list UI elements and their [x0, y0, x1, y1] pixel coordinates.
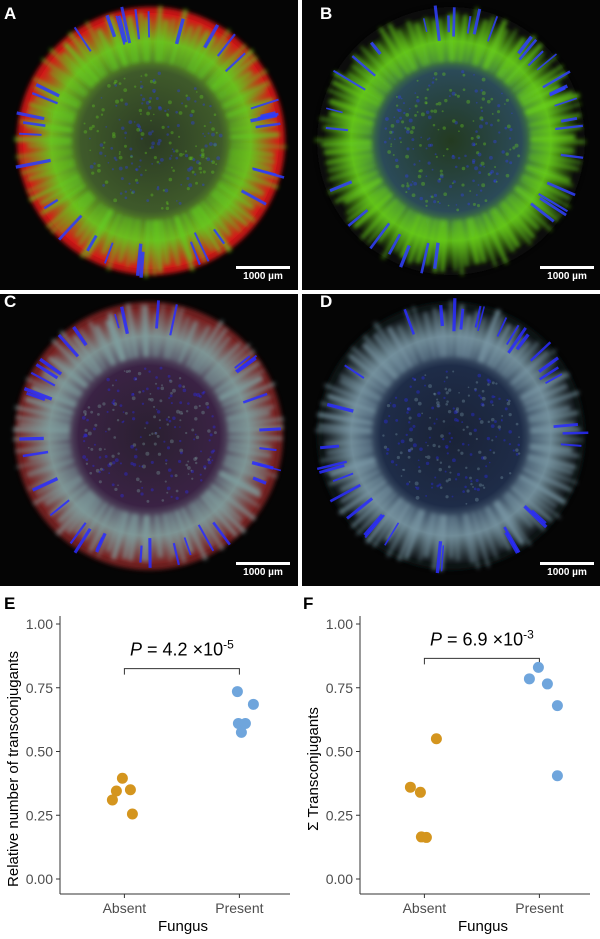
- panel-label-d: D: [320, 294, 332, 312]
- microscopy-panel-c: C 1000 µm: [0, 294, 298, 586]
- microscopy-panel-a: A 1000 µm: [0, 0, 298, 290]
- panel-label-e: E: [4, 594, 15, 614]
- colony-image-c: [0, 294, 298, 586]
- scalebar-d: 1000 µm: [535, 562, 599, 578]
- significance-bracket: [424, 658, 539, 664]
- microscopy-panel-b: B 1000 µm: [302, 0, 600, 290]
- x-tick-label: Absent: [403, 900, 447, 916]
- chart-f: 0.00 0.25 0.50 0.75 1.00 Absent Present Fungus Σ…: [300, 586, 600, 934]
- scalebar-b: 1000 µm: [535, 266, 599, 282]
- data-point-present: [552, 770, 563, 781]
- data-point-present: [552, 700, 563, 711]
- scalebar-label-d: 1000 µm: [535, 567, 599, 578]
- data-point-absent: [117, 773, 128, 784]
- microscopy-panel-d: D 1000 µm: [302, 294, 600, 586]
- y-tick-label: 0.25: [326, 807, 353, 823]
- y-tick-label: 1.00: [26, 616, 53, 632]
- scalebar-label-c: 1000 µm: [231, 567, 295, 578]
- data-point-absent: [415, 787, 426, 798]
- chart-e-svg: 0.00 0.25 0.50 0.75 1.00 Absent Present Fungus R…: [0, 586, 300, 934]
- y-tick-label: 0.00: [326, 871, 353, 887]
- chart-f-svg: 0.00 0.25 0.50 0.75 1.00 Absent Present Fungus Σ…: [300, 586, 600, 934]
- x-axis-title: Fungus: [158, 918, 208, 935]
- y-tick-label: 0.75: [26, 680, 53, 696]
- y-tick-label: 0.00: [26, 871, 53, 887]
- y-tick-label: 0.50: [326, 744, 353, 760]
- y-tick-label: 1.00: [326, 616, 353, 632]
- data-point-present: [232, 686, 243, 697]
- y-axis-title: Σ Transconjugants: [305, 707, 322, 831]
- data-point-present: [240, 718, 251, 729]
- y-tick-label: 0.50: [26, 744, 53, 760]
- scalebar-a: 1000 µm: [231, 266, 295, 282]
- panel-label-c: C: [4, 294, 16, 312]
- data-point-present: [542, 678, 553, 689]
- data-point-present: [533, 662, 544, 673]
- data-point-absent: [421, 832, 432, 843]
- y-axis-title: Relative number of transconjugants: [5, 651, 22, 887]
- y-tick-label: 0.25: [26, 807, 53, 823]
- x-tick-label: Absent: [103, 900, 147, 916]
- scalebar-c: 1000 µm: [231, 562, 295, 578]
- data-point-absent: [111, 786, 122, 797]
- colony-image-b: [302, 0, 600, 290]
- data-point-absent: [127, 808, 138, 819]
- x-tick-label: Present: [515, 900, 563, 916]
- data-point-absent: [405, 782, 416, 793]
- scalebar-label-a: 1000 µm: [231, 271, 295, 282]
- panel-label-a: A: [4, 4, 16, 24]
- data-point-present: [248, 699, 259, 710]
- x-axis-title: Fungus: [458, 918, 508, 935]
- data-point-absent: [431, 733, 442, 744]
- chart-e: 0.00 0.25 0.50 0.75 1.00 Absent Present Fungus R…: [0, 586, 300, 934]
- scalebar-label-b: 1000 µm: [535, 271, 599, 282]
- data-point-present: [524, 673, 535, 684]
- p-value-label: P = 6.9 ×10-3: [430, 627, 534, 649]
- x-tick-label: Present: [215, 900, 263, 916]
- significance-bracket: [124, 669, 239, 675]
- p-value-label: P = 4.2 ×10-5: [130, 638, 234, 660]
- panel-label-f: F: [303, 594, 313, 614]
- panel-label-b: B: [320, 4, 332, 24]
- colony-image-a: [0, 0, 298, 290]
- data-point-absent: [125, 784, 136, 795]
- y-tick-label: 0.75: [326, 680, 353, 696]
- colony-image-d: [302, 294, 600, 586]
